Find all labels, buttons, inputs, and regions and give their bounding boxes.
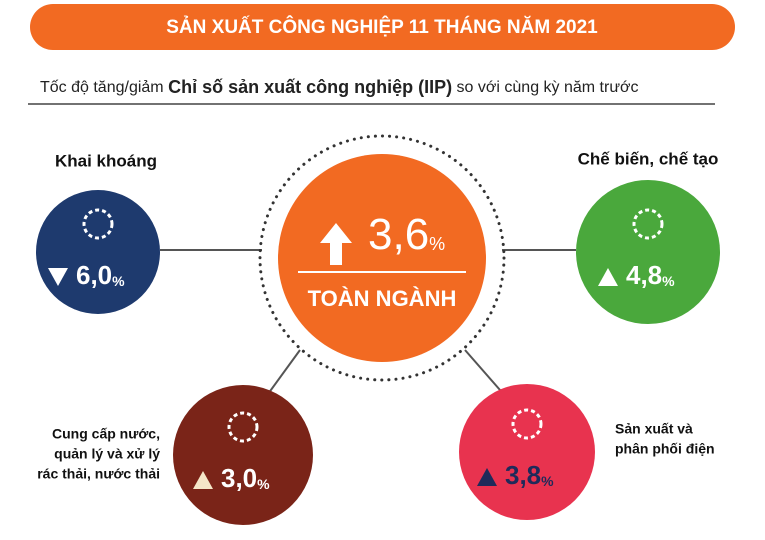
- total-value: 3,6%: [368, 210, 445, 259]
- sector-label: Khai khoáng: [55, 151, 157, 170]
- sector-unit: %: [662, 273, 675, 289]
- connector: [464, 349, 501, 391]
- sector-circle: [576, 180, 720, 324]
- dotted-ring: [258, 134, 506, 382]
- sector-number: 3,8: [505, 460, 541, 490]
- sector-unit: %: [541, 473, 554, 489]
- sector-value: 3,0%: [221, 463, 270, 493]
- title-banner: [30, 4, 735, 50]
- sector-number: 3,0: [221, 463, 257, 493]
- sector-label: quản lý và xử lý: [54, 446, 160, 462]
- trend-triangle: [477, 468, 497, 486]
- sector-icon: [82, 208, 114, 240]
- sector-icon: [227, 411, 259, 443]
- total-unit: %: [429, 234, 445, 254]
- subtitle-emphasis: Chỉ số sản xuất công nghiệp (IIP): [168, 77, 452, 97]
- sector-number: 6,0: [76, 260, 112, 290]
- title: SẢN XUẤT CÔNG NGHIỆP 11 THÁNG NĂM 2021: [166, 16, 598, 38]
- total-number: 3,6: [368, 210, 429, 259]
- sector-circle: [459, 384, 595, 520]
- sector-circle: [36, 190, 160, 314]
- sectors: 6,0% Khai khoáng 4,8% Chế biến, chế tạo 3,0%…: [36, 149, 720, 525]
- sector-value: 4,8%: [626, 260, 675, 290]
- trend-triangle: [48, 268, 68, 286]
- trend-triangle: [598, 268, 618, 286]
- total-label: TOÀN NGÀNH: [308, 286, 457, 311]
- sector-label: rác thải, nước thải: [37, 466, 160, 482]
- up-arrow: [320, 223, 352, 265]
- sector-label: Chế biến, chế tạo: [578, 149, 719, 168]
- sector-icon: [632, 208, 664, 240]
- connector: [267, 349, 301, 395]
- sector-label: phân phối điện: [615, 441, 715, 457]
- sector-value: 3,8%: [505, 460, 554, 490]
- subtitle: Tốc độ tăng/giảm Chỉ số sản xuất công ng…: [40, 77, 639, 97]
- sector-label: Sản xuất và: [615, 421, 693, 437]
- trend-triangle: [193, 471, 213, 489]
- sector-label: Cung cấp nước,: [52, 426, 160, 442]
- subtitle-prefix: Tốc độ tăng/giảm: [40, 79, 168, 96]
- sector-unit: %: [112, 273, 125, 289]
- sector-number: 4,8: [626, 260, 662, 290]
- total-circle: [278, 154, 486, 362]
- sector-unit: %: [257, 476, 270, 492]
- sector-value: 6,0%: [76, 260, 125, 290]
- sector-icon: [511, 408, 543, 440]
- subtitle-suffix: so với cùng kỳ năm trước: [452, 79, 638, 96]
- sector-circle: [173, 385, 313, 525]
